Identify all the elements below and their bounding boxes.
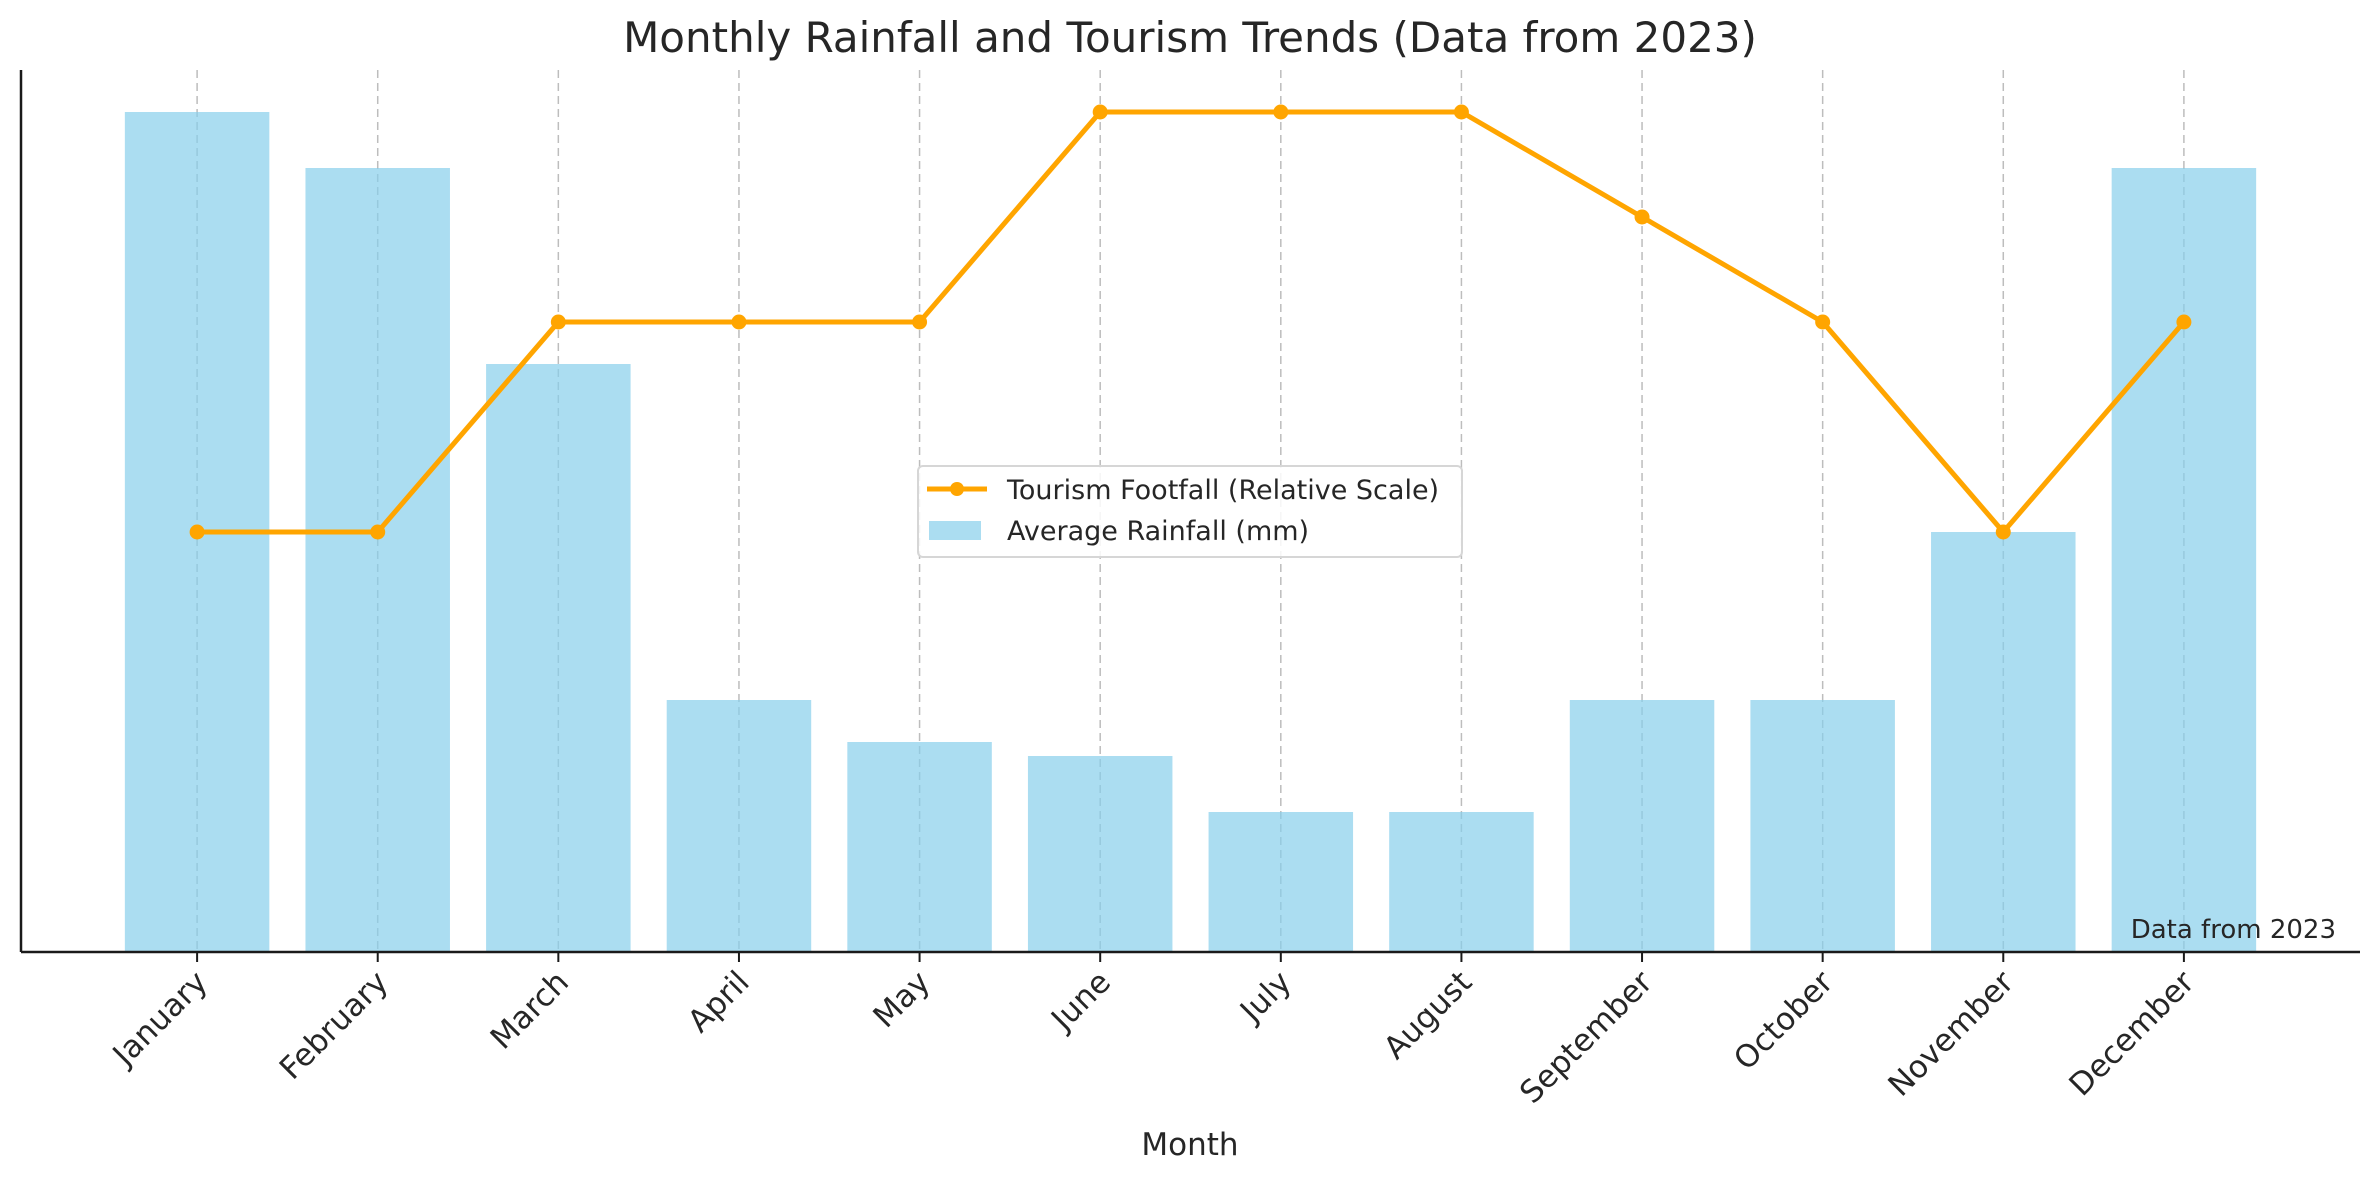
x-tick-label-june: June <box>1043 964 1118 1039</box>
legend-bar-swatch <box>929 521 981 540</box>
point-february <box>370 524 386 540</box>
legend-label-rainfall: Average Rainfall (mm) <box>1007 516 1309 547</box>
bar-june <box>1027 756 1173 952</box>
point-november <box>1995 524 2011 540</box>
x-tick-label-august: August <box>1377 964 1479 1066</box>
line-series <box>189 104 2192 540</box>
x-tick-label-march: March <box>484 964 576 1056</box>
annotation: Data from 2023 <box>2131 915 2336 945</box>
x-tick-label-july: July <box>1232 964 1298 1030</box>
bar-october <box>1750 700 1895 952</box>
point-march <box>550 314 566 330</box>
x-tick-label-january: January <box>105 964 215 1074</box>
bars <box>124 112 2257 952</box>
bar-march <box>486 364 631 952</box>
axes <box>19 70 2360 962</box>
point-december <box>2176 314 2192 330</box>
chart-title: Monthly Rainfall and Tourism Trends (Dat… <box>623 13 1757 62</box>
x-tick-label-october: October <box>1727 964 1840 1077</box>
legend: Tourism Footfall (Relative Scale) Averag… <box>917 465 1463 558</box>
bar-august <box>1389 812 1534 952</box>
x-axis-label: Month <box>1141 1127 1238 1163</box>
bar-september <box>1569 700 1715 952</box>
x-tick-labels: January February March April May June July Augu… <box>105 964 2202 1111</box>
bar-february <box>305 168 450 952</box>
x-tick-label-may: May <box>866 964 937 1035</box>
point-june <box>1092 104 1108 120</box>
point-april <box>731 314 747 330</box>
point-august <box>1453 104 1469 120</box>
legend-marker-swatch <box>950 482 964 496</box>
point-july <box>1273 104 1289 120</box>
x-tick-label-april: April <box>681 964 757 1040</box>
point-january <box>189 524 205 540</box>
bar-may <box>847 742 992 952</box>
bar-april <box>666 700 812 952</box>
point-may <box>912 314 928 330</box>
legend-box <box>917 465 1463 558</box>
x-tick-label-november: November <box>1881 964 2021 1104</box>
bar-november <box>1931 532 2076 952</box>
legend-label-tourism: Tourism Footfall (Relative Scale) <box>1006 475 1439 506</box>
point-september <box>1634 209 1650 225</box>
bar-december <box>2111 168 2257 952</box>
x-tick-label-september: September <box>1513 964 1660 1111</box>
x-tick-label-december: December <box>2062 964 2201 1103</box>
tourism-line <box>197 109 2186 535</box>
bar-july <box>1208 812 1354 952</box>
x-tick-label-february: February <box>273 964 396 1087</box>
point-october <box>1815 314 1831 330</box>
